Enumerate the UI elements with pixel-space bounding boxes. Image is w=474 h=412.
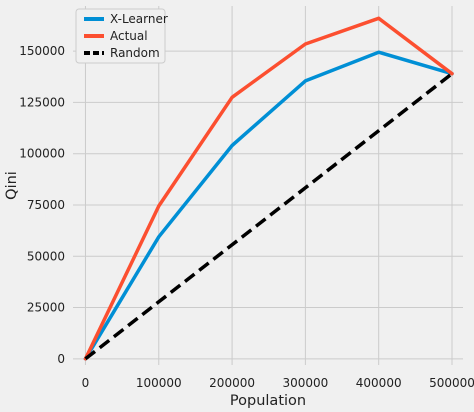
y-axis-title: Qini xyxy=(4,171,20,200)
x-tick-label: 300000 xyxy=(282,376,328,390)
legend-label-random: Random xyxy=(110,46,160,60)
legend-label-x-learner: X-Learner xyxy=(110,12,168,26)
y-tick-label: 150000 xyxy=(19,44,65,58)
y-tick-label: 100000 xyxy=(19,147,65,161)
x-tick-label: 100000 xyxy=(136,376,182,390)
legend-box xyxy=(75,8,166,64)
x-tick-label: 200000 xyxy=(209,376,255,390)
y-tick-label: 25000 xyxy=(27,301,65,315)
x-tick-label: 0 xyxy=(82,376,90,390)
x-tick-label: 400000 xyxy=(356,376,402,390)
series-line-random xyxy=(84,72,454,361)
series-line-actual xyxy=(83,16,454,361)
tick-labels: 0 100000 200000 300000 400000 500000 0 25000 500… xyxy=(19,44,474,390)
y-tick-label: 75000 xyxy=(27,198,65,212)
x-tick-label: 500000 xyxy=(429,376,474,390)
series-line-x-learner xyxy=(83,50,454,361)
y-tick-label: 50000 xyxy=(27,249,65,263)
y-tick-label: 0 xyxy=(57,352,65,366)
x-axis-title: Population xyxy=(230,393,306,409)
legend: X-Learner Actual Random xyxy=(75,8,168,64)
series-lines xyxy=(83,16,454,361)
grid xyxy=(73,6,463,365)
legend-label-actual: Actual xyxy=(110,29,148,43)
y-tick-label: 125000 xyxy=(19,95,65,109)
